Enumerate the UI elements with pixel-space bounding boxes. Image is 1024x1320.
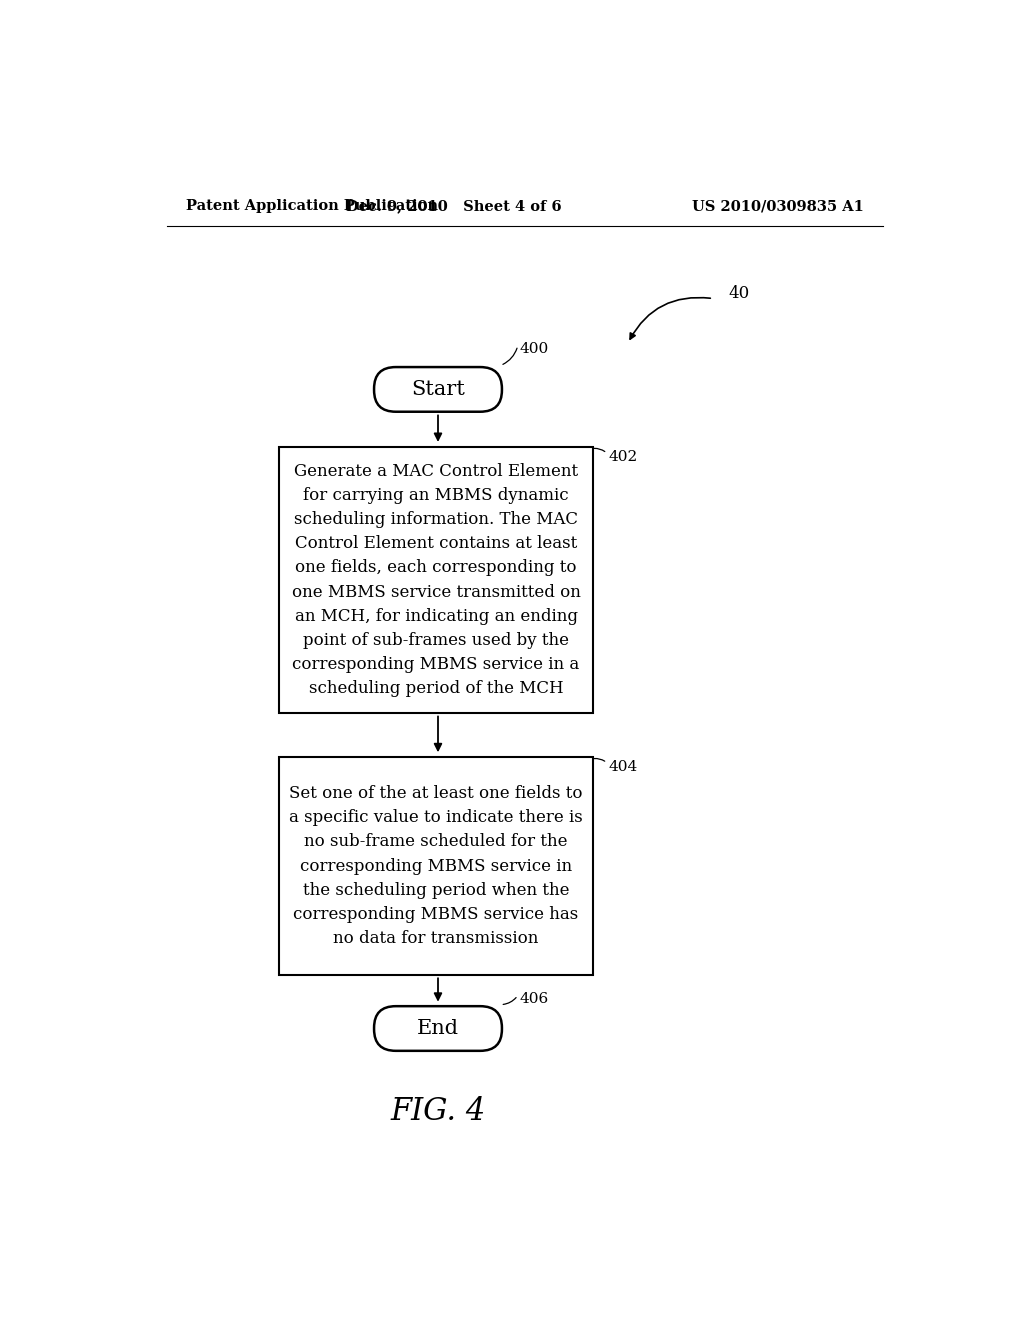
Text: 406: 406 xyxy=(519,993,549,1006)
Text: Patent Application Publication: Patent Application Publication xyxy=(186,199,438,213)
Text: 40: 40 xyxy=(729,285,750,302)
Text: Start: Start xyxy=(411,380,465,399)
Text: FIG. 4: FIG. 4 xyxy=(390,1096,485,1127)
Text: 404: 404 xyxy=(608,760,638,774)
Bar xyxy=(280,447,593,713)
FancyBboxPatch shape xyxy=(374,367,502,412)
Text: Dec. 9, 2010   Sheet 4 of 6: Dec. 9, 2010 Sheet 4 of 6 xyxy=(346,199,561,213)
Text: 402: 402 xyxy=(608,450,638,465)
Bar xyxy=(280,758,593,974)
Text: Generate a MAC Control Element
for carrying an MBMS dynamic
scheduling informati: Generate a MAC Control Element for carry… xyxy=(292,463,581,697)
FancyBboxPatch shape xyxy=(374,1006,502,1051)
Text: US 2010/0309835 A1: US 2010/0309835 A1 xyxy=(692,199,864,213)
Text: 400: 400 xyxy=(519,342,549,356)
Text: Set one of the at least one fields to
a specific value to indicate there is
no s: Set one of the at least one fields to a … xyxy=(289,785,583,946)
Text: End: End xyxy=(417,1019,459,1038)
